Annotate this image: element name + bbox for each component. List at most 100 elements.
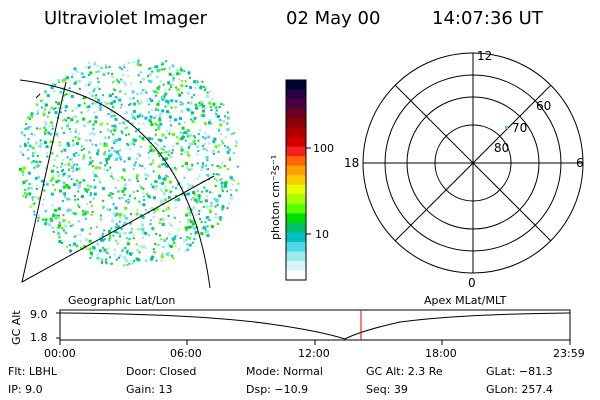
intensity-pixel <box>185 238 188 241</box>
colorbar-gradient <box>286 80 306 281</box>
intensity-pixel <box>152 170 155 173</box>
intensity-pixel <box>219 123 223 127</box>
intensity-pixel <box>187 153 191 157</box>
intensity-pixel <box>136 100 139 103</box>
intensity-pixel <box>103 168 106 171</box>
intensity-pixel <box>105 158 109 161</box>
intensity-pixel <box>33 213 36 216</box>
intensity-pixel <box>154 210 156 213</box>
intensity-pixel <box>204 137 207 140</box>
intensity-pixel <box>168 66 171 69</box>
intensity-pixel <box>137 58 140 61</box>
intensity-pixel <box>100 260 103 263</box>
intensity-pixel <box>87 105 91 109</box>
intensity-pixel <box>172 77 175 80</box>
intensity-pixel <box>136 92 139 95</box>
intensity-pixel <box>168 115 172 119</box>
intensity-pixel <box>86 202 89 205</box>
intensity-pixel <box>82 179 85 182</box>
intensity-pixel <box>210 225 214 229</box>
intensity-pixel <box>89 257 92 259</box>
intensity-pixel <box>89 156 92 159</box>
intensity-pixel <box>205 155 209 159</box>
intensity-pixel <box>155 259 158 262</box>
intensity-pixel <box>232 152 235 155</box>
intensity-pixel <box>61 95 65 99</box>
intensity-pixel <box>208 119 211 122</box>
intensity-pixel <box>215 115 218 118</box>
intensity-pixel <box>121 249 124 252</box>
intensity-pixel <box>64 94 66 97</box>
intensity-pixel <box>73 195 76 197</box>
intensity-pixel <box>52 83 55 86</box>
intensity-pixel <box>100 67 103 69</box>
intensity-pixel <box>101 232 104 235</box>
intensity-pixel <box>111 192 114 195</box>
intensity-pixel <box>79 233 82 236</box>
intensity-pixel <box>185 213 189 217</box>
intensity-pixel <box>222 103 225 106</box>
intensity-pixel <box>196 189 199 192</box>
intensity-pixel <box>141 232 144 235</box>
intensity-pixel <box>218 129 221 132</box>
intensity-pixel <box>41 218 44 221</box>
intensity-pixel <box>188 243 192 247</box>
intensity-pixel <box>134 117 137 120</box>
intensity-pixel <box>146 99 149 102</box>
intensity-pixel <box>155 207 159 211</box>
intensity-pixel <box>204 87 207 90</box>
intensity-pixel <box>69 224 72 227</box>
intensity-pixel <box>218 165 222 169</box>
intensity-pixel <box>220 181 224 185</box>
intensity-pixel <box>56 166 59 169</box>
intensity-pixel <box>119 106 122 109</box>
intensity-pixel <box>187 247 190 250</box>
intensity-pixel <box>74 115 77 118</box>
intensity-pixel <box>97 149 100 152</box>
intensity-pixel <box>128 104 131 106</box>
intensity-pixel <box>30 114 34 118</box>
mlat-label-80: 80 <box>494 141 509 155</box>
intensity-pixel <box>151 138 154 141</box>
intensity-pixel <box>80 228 84 232</box>
intensity-pixel <box>33 134 36 136</box>
intensity-pixel <box>92 127 95 130</box>
intensity-pixel <box>92 132 96 136</box>
intensity-pixel <box>139 63 142 66</box>
intensity-pixel <box>186 151 189 154</box>
gc-alt-xtick-1200: 12:00 <box>298 347 330 360</box>
intensity-pixel <box>78 206 81 208</box>
colorbar-segment <box>286 156 306 167</box>
intensity-pixel <box>189 76 191 79</box>
intensity-pixel <box>30 112 34 116</box>
intensity-pixel <box>75 122 78 125</box>
door-value: Door: Closed <box>126 365 197 378</box>
intensity-pixel <box>46 94 50 98</box>
gc-alt-timeline <box>56 309 571 345</box>
intensity-pixel <box>178 122 181 125</box>
intensity-pixel <box>82 156 85 159</box>
intensity-pixel <box>223 165 226 168</box>
intensity-pixel <box>193 226 196 228</box>
intensity-pixel <box>208 142 211 145</box>
intensity-pixel <box>25 193 29 196</box>
intensity-pixel <box>147 102 150 105</box>
intensity-pixel <box>50 192 54 196</box>
intensity-pixel <box>160 147 163 150</box>
colorbar-segment <box>286 260 306 272</box>
intensity-pixel <box>93 248 96 251</box>
intensity-pixel <box>89 200 92 203</box>
intensity-pixel <box>169 112 171 114</box>
intensity-pixel <box>174 199 177 202</box>
intensity-pixel <box>57 216 61 220</box>
intensity-pixel <box>190 118 193 121</box>
intensity-pixel <box>157 100 160 103</box>
intensity-pixel <box>101 122 104 125</box>
intensity-pixel <box>58 107 61 110</box>
intensity-pixel <box>188 145 191 148</box>
intensity-pixel <box>113 253 116 256</box>
intensity-pixel <box>89 133 92 136</box>
intensity-pixel <box>61 127 64 130</box>
intensity-pixel <box>30 186 33 190</box>
intensity-pixel <box>187 71 191 75</box>
